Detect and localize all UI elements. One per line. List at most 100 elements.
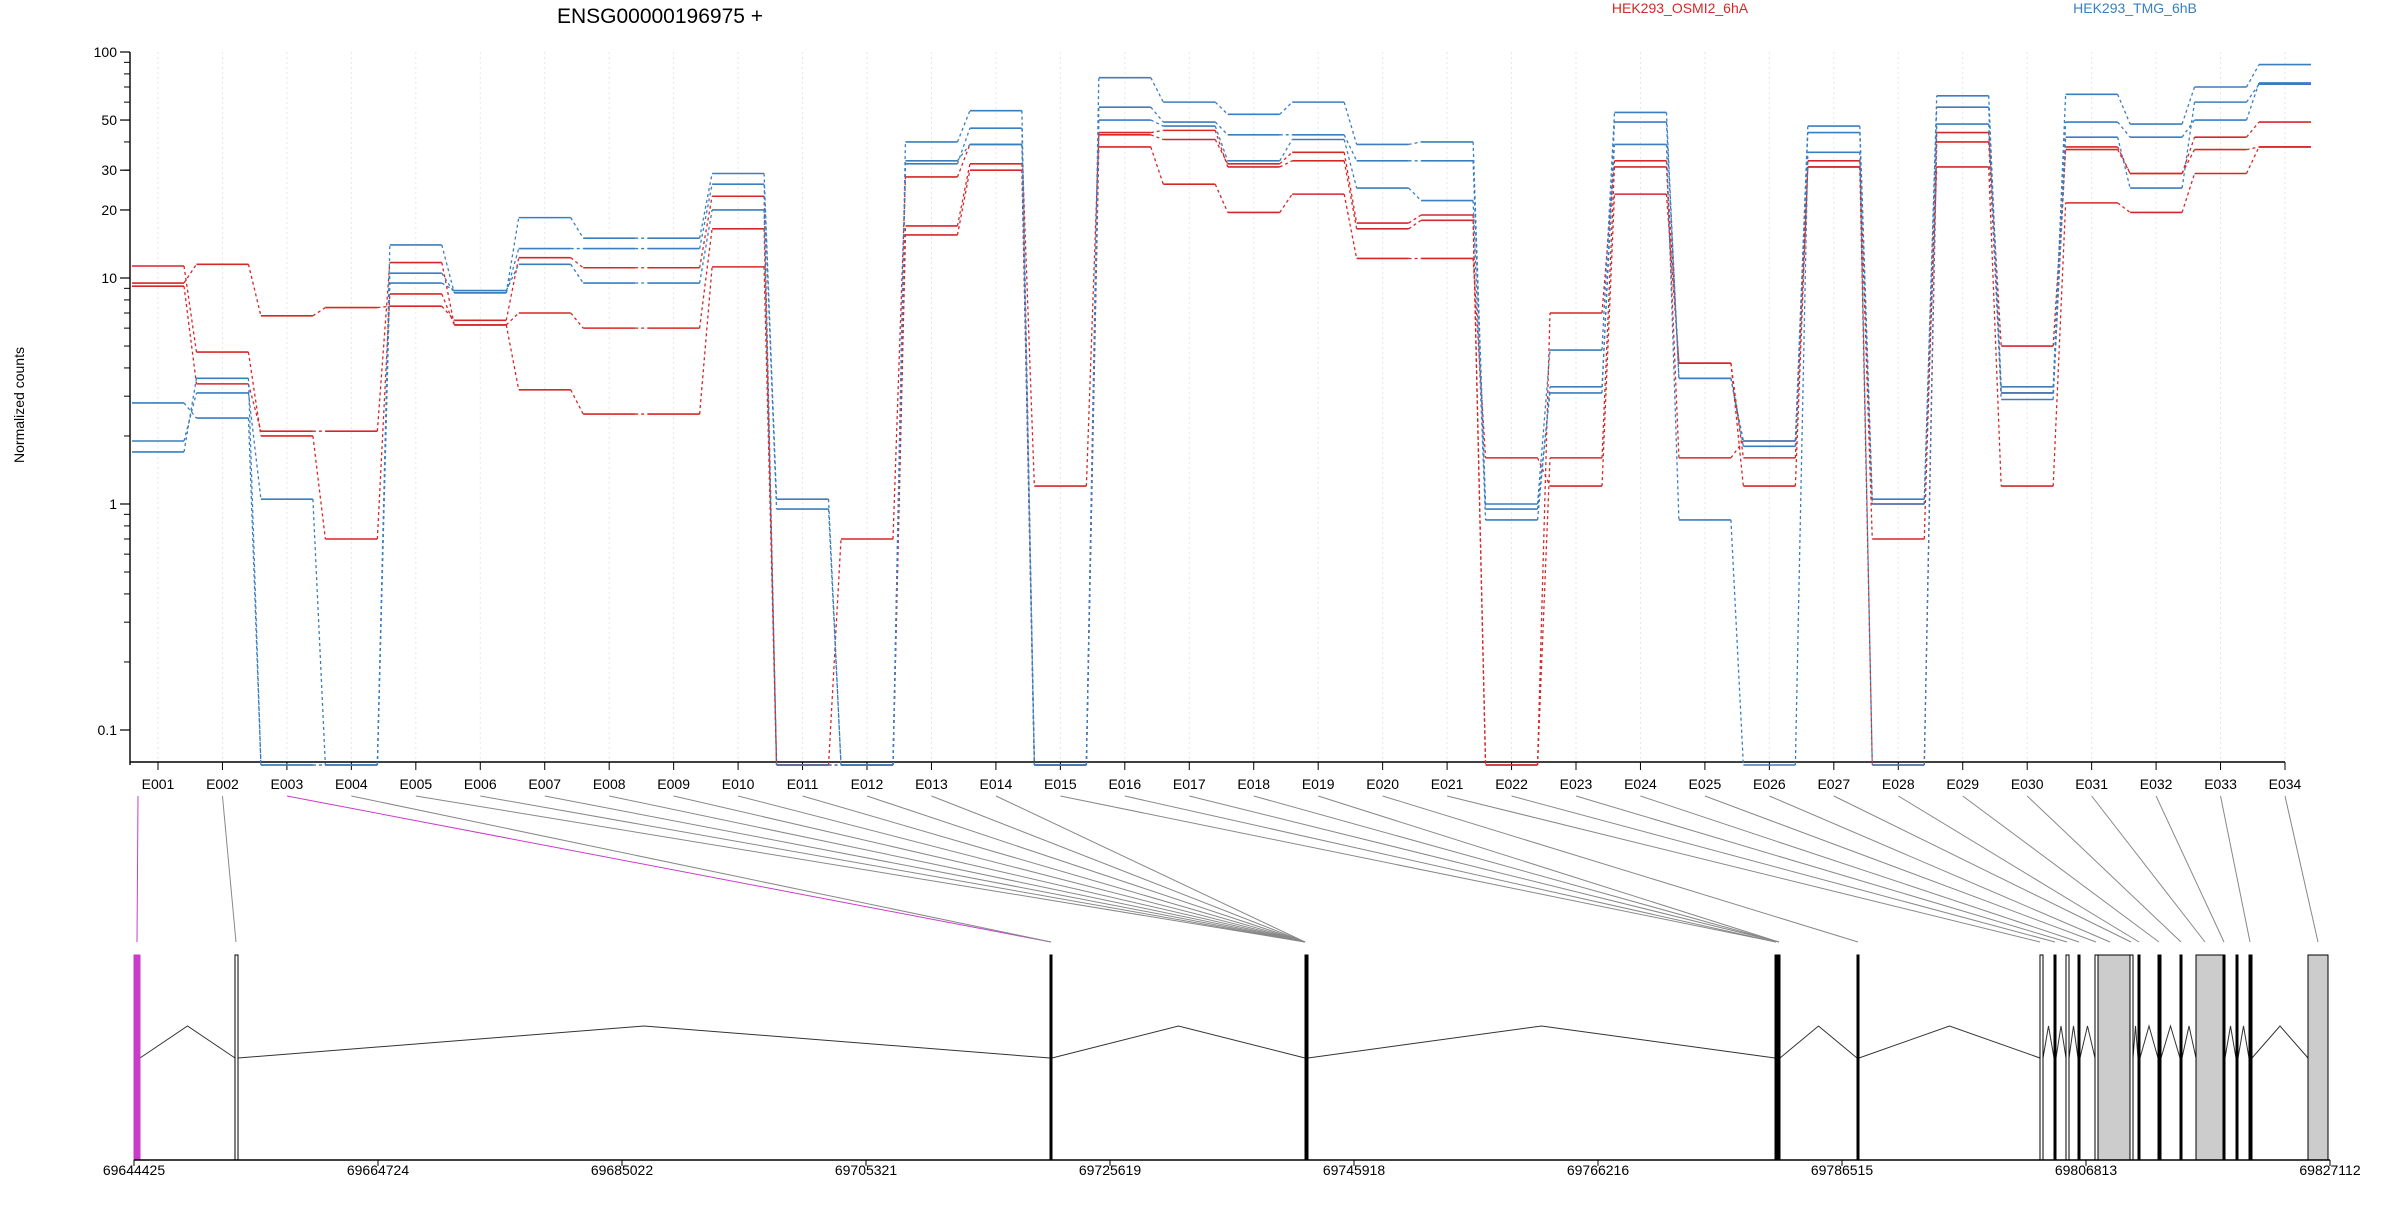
exon-box xyxy=(2077,954,2081,1161)
exon-box xyxy=(1777,954,1781,1161)
genome-tick-label: 69786515 xyxy=(1811,1162,1874,1178)
connector-line xyxy=(1511,795,2056,943)
series-link xyxy=(1794,166,1809,442)
exon-box xyxy=(2195,954,2224,1161)
intron xyxy=(1051,1025,1306,1059)
x-tick-label: E001 xyxy=(142,776,175,792)
connector-line xyxy=(221,795,237,943)
series-link xyxy=(2117,146,2131,174)
exon-box xyxy=(2129,954,2134,1161)
series-link xyxy=(1472,160,1487,510)
connector-line xyxy=(866,795,1306,943)
series-link xyxy=(2245,146,2260,174)
series-link xyxy=(505,312,520,326)
series-link xyxy=(763,184,778,510)
connector-line xyxy=(480,795,1306,943)
series-link xyxy=(1665,112,1680,379)
x-tick-label: E016 xyxy=(1108,776,1141,792)
y-axis: 0.1 1 10 20 30 50 100 xyxy=(94,44,131,765)
series-link xyxy=(1923,107,1938,505)
x-tick-label: E018 xyxy=(1237,776,1270,792)
connector-line xyxy=(1962,795,2160,943)
x-tick-label: E031 xyxy=(2075,776,2108,792)
series-link xyxy=(1601,194,1616,487)
series-link xyxy=(1730,363,1745,487)
grid-lines xyxy=(157,52,2286,765)
series-link xyxy=(1214,101,1229,115)
y-axis-label: Normalized counts xyxy=(11,347,27,463)
x-tick-label: E022 xyxy=(1495,776,1528,792)
series-link xyxy=(1343,139,1358,189)
genome-tick-label: 69766216 xyxy=(1567,1162,1630,1178)
series-link xyxy=(1150,134,1164,141)
series-link xyxy=(1408,219,1422,230)
series-link xyxy=(956,110,971,143)
series-link xyxy=(2181,102,2196,189)
x-tick-label: E033 xyxy=(2204,776,2237,792)
series-link xyxy=(441,244,455,293)
x-tick-label: E019 xyxy=(1302,776,1335,792)
series-link xyxy=(1021,144,1036,766)
series-link xyxy=(2181,173,2196,213)
series-link xyxy=(763,266,778,766)
series-link xyxy=(1730,363,1745,458)
series-link xyxy=(376,293,391,540)
series-link xyxy=(1214,183,1229,213)
series-link xyxy=(2181,86,2196,125)
legend-tmg-label: HEK293_TMG_6hB xyxy=(2073,0,2197,16)
series-link xyxy=(441,262,455,326)
legend-osmi-label: HEK293_OSMI2_6hA xyxy=(1612,0,1749,16)
series-link xyxy=(1279,160,1293,168)
series-link xyxy=(2117,94,2131,125)
connector-line xyxy=(1060,795,1777,943)
series-link xyxy=(698,173,713,239)
x-tick-label: E006 xyxy=(464,776,497,792)
exon-box xyxy=(133,954,141,1161)
x-tick-label: E034 xyxy=(2269,776,2302,792)
series-link xyxy=(1214,139,1229,165)
connector-line xyxy=(802,795,1306,943)
series-tmg xyxy=(132,83,2311,766)
series-link xyxy=(2181,149,2196,174)
series-link xyxy=(505,248,520,293)
series-link xyxy=(892,234,907,766)
series-link xyxy=(827,538,842,766)
genome-tick-label: 69725619 xyxy=(1079,1162,1142,1178)
exon-box xyxy=(2039,954,2044,1161)
series-link xyxy=(247,418,262,766)
x-tick-label: E011 xyxy=(787,776,819,792)
x-tick-label: E010 xyxy=(722,776,755,792)
series-link xyxy=(1214,125,1229,162)
intron xyxy=(2251,1025,2309,1059)
series-tmg xyxy=(132,82,2311,766)
intron xyxy=(2042,1025,2055,1059)
series-link xyxy=(1343,134,1358,162)
series-link xyxy=(956,128,971,165)
connector-line xyxy=(1382,795,1859,943)
connector-line xyxy=(415,795,1306,943)
intron xyxy=(1307,1025,1776,1059)
exon-box xyxy=(2137,954,2141,1161)
x-tick-label: E026 xyxy=(1753,776,1786,792)
series-link xyxy=(183,263,197,284)
series-link xyxy=(1408,141,1422,146)
series-link xyxy=(441,293,455,326)
x-tick-label: E020 xyxy=(1366,776,1399,792)
series-link xyxy=(1859,132,1873,505)
series-link xyxy=(892,176,907,540)
intron xyxy=(139,1025,236,1059)
connector-line xyxy=(1318,795,1780,943)
series-link xyxy=(1343,101,1358,145)
series-link xyxy=(570,263,584,284)
exon-box xyxy=(2065,954,2070,1161)
series-link xyxy=(827,499,842,766)
x-tick-label: E008 xyxy=(593,776,626,792)
exon-box xyxy=(2235,954,2239,1161)
intron xyxy=(1858,1025,2041,1059)
series-link xyxy=(1536,312,1551,766)
series-tmg xyxy=(132,63,2311,766)
series-link xyxy=(1150,119,1164,127)
connector-line xyxy=(2026,795,2182,943)
x-tick-label: E013 xyxy=(915,776,948,792)
